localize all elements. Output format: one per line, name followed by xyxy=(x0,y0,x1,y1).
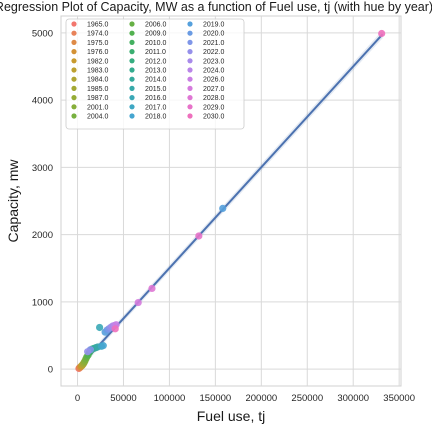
x-tick-label: 200000 xyxy=(245,393,277,404)
legend-marker xyxy=(187,40,192,45)
legend-marker xyxy=(71,49,76,54)
y-tick-label: 1000 xyxy=(32,297,53,308)
legend-marker xyxy=(129,40,134,45)
chart-title: Regression Plot of Capacity, MW as a fun… xyxy=(0,0,432,14)
legend-marker xyxy=(129,58,134,63)
legend-marker xyxy=(187,21,192,26)
legend-marker xyxy=(187,95,192,100)
legend-marker xyxy=(129,49,134,54)
legend-label: 2027.0 xyxy=(203,86,225,93)
legend-marker xyxy=(187,49,192,54)
legend-label: 1982.0 xyxy=(87,58,109,65)
legend-label: 1985.0 xyxy=(87,86,109,93)
legend-marker xyxy=(129,77,134,82)
legend-marker xyxy=(71,104,76,109)
x-tick-label: 150000 xyxy=(200,393,232,404)
legend-marker xyxy=(71,31,76,36)
legend-marker xyxy=(129,113,134,118)
legend-marker xyxy=(71,77,76,82)
legend-label: 1976.0 xyxy=(87,49,109,56)
legend-label: 2019.0 xyxy=(203,22,225,29)
legend-marker xyxy=(71,40,76,45)
y-tick-label: 0 xyxy=(48,365,53,376)
legend-marker xyxy=(71,58,76,63)
legend-marker xyxy=(71,67,76,72)
legend-label: 2018.0 xyxy=(145,114,167,121)
y-tick-label: 5000 xyxy=(32,28,53,39)
legend-label: 2011.0 xyxy=(145,49,166,56)
legend-marker xyxy=(129,86,134,91)
x-tick-label: 250000 xyxy=(291,393,323,404)
legend-label: 2029.0 xyxy=(203,104,225,111)
legend-label: 2020.0 xyxy=(203,31,225,38)
legend-marker xyxy=(129,21,134,26)
legend-marker xyxy=(187,67,192,72)
legend-label: 1965.0 xyxy=(87,22,109,29)
data-point xyxy=(112,325,119,332)
legend-marker xyxy=(129,31,134,36)
legend-label: 2021.0 xyxy=(203,40,225,47)
data-point xyxy=(148,285,155,292)
data-point xyxy=(219,205,226,212)
legend-label: 2010.0 xyxy=(145,40,167,47)
y-tick-labels: 0 1000 2000 3000 4000 5000 xyxy=(32,28,53,375)
x-tick-label: 300000 xyxy=(337,393,369,404)
data-point xyxy=(135,299,142,306)
legend-label: 2023.0 xyxy=(203,58,225,65)
legend-label: 1975.0 xyxy=(87,40,109,47)
x-tick-label: 100000 xyxy=(154,393,186,404)
legend-marker xyxy=(71,113,76,118)
legend-label: 2014.0 xyxy=(145,77,167,84)
legend-label: 2006.0 xyxy=(145,22,167,29)
x-tick-label: 0 xyxy=(75,393,80,404)
data-point xyxy=(100,342,107,349)
legend-marker xyxy=(129,104,134,109)
legend-label: 1984.0 xyxy=(87,77,109,84)
legend-marker xyxy=(129,67,134,72)
y-tick-label: 4000 xyxy=(32,96,53,107)
legend-label: 2028.0 xyxy=(203,95,225,102)
legend-label: 2017.0 xyxy=(145,104,167,111)
data-point xyxy=(378,30,385,37)
legend-marker xyxy=(187,77,192,82)
legend-label: 1974.0 xyxy=(87,31,109,38)
data-point xyxy=(195,232,202,239)
legend-label: 2009.0 xyxy=(145,31,167,38)
legend-label: 2012.0 xyxy=(145,58,167,65)
x-tick-label: 350000 xyxy=(383,393,415,404)
y-tick-label: 3000 xyxy=(32,163,53,174)
legend-label: 2016.0 xyxy=(145,95,167,102)
legend-label: 2024.0 xyxy=(203,68,225,75)
legend-marker xyxy=(71,21,76,26)
legend-label: 2026.0 xyxy=(203,77,225,84)
legend-label: 2013.0 xyxy=(145,68,167,75)
legend: 1965.0 1974.0 1975.0 1976.0 1982.0 1983.0 1984… xyxy=(66,19,244,129)
legend-marker xyxy=(187,86,192,91)
legend-label: 2030.0 xyxy=(203,114,225,121)
x-tick-label: 50000 xyxy=(110,393,136,404)
legend-label: 2022.0 xyxy=(203,49,225,56)
legend-marker xyxy=(71,95,76,100)
legend-label: 1987.0 xyxy=(87,95,109,102)
legend-marker xyxy=(71,86,76,91)
data-point xyxy=(84,348,91,355)
x-axis-label: Fuel use, tj xyxy=(197,408,265,424)
legend-label: 1983.0 xyxy=(87,68,109,75)
y-axis-label: Capacity, mw xyxy=(5,159,21,243)
legend-marker xyxy=(187,113,192,118)
legend-label: 2015.0 xyxy=(145,86,167,93)
y-tick-label: 2000 xyxy=(32,230,53,241)
data-point xyxy=(96,324,103,331)
legend-marker xyxy=(187,58,192,63)
legend-marker xyxy=(187,31,192,36)
legend-label: 2004.0 xyxy=(87,114,109,121)
legend-label: 2001.0 xyxy=(87,104,109,111)
legend-marker xyxy=(187,104,192,109)
legend-marker xyxy=(129,95,134,100)
x-tick-labels: 0 50000 100000 150000 200000 250000 300000 3500… xyxy=(75,393,415,404)
